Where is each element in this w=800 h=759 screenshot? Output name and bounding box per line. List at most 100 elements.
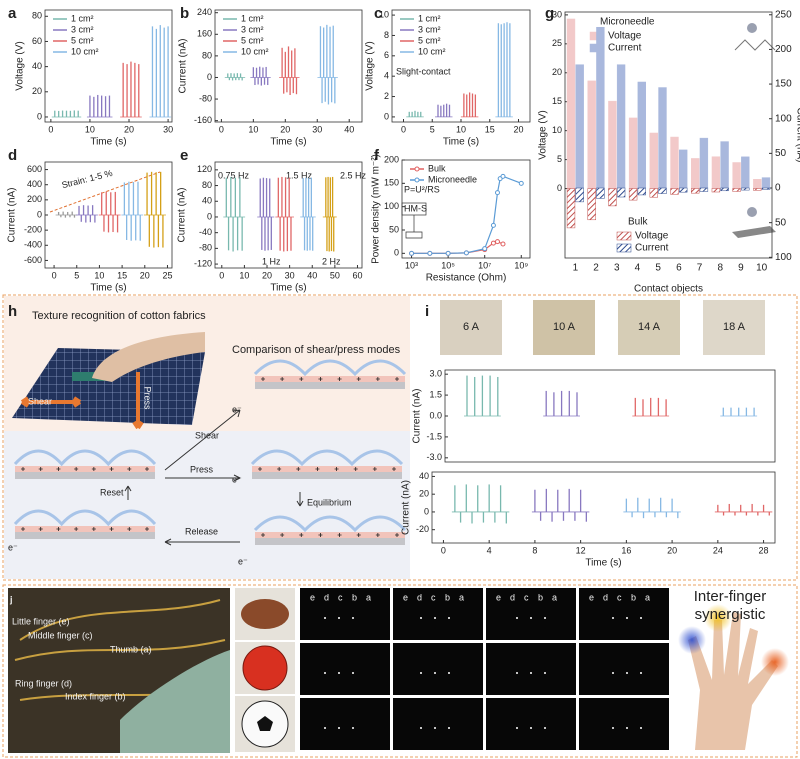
bar (628, 188, 638, 201)
bar (741, 156, 750, 189)
y-axis-label: Voltage (V) (15, 41, 26, 90)
charge (109, 527, 114, 531)
bar (679, 187, 688, 193)
finger-letter: a (459, 592, 464, 602)
y-tick-label: 25 (552, 38, 562, 48)
finger-label: Ring finger (d) (15, 678, 72, 688)
led-spot (640, 672, 642, 674)
charge (395, 377, 399, 381)
panel-frame (2, 294, 798, 581)
legend-label: 1 cm² (241, 13, 264, 23)
x-tick-label: 20 (513, 124, 523, 134)
point (490, 240, 496, 246)
fabric-photo (703, 300, 765, 355)
panel-label: b (180, 5, 189, 22)
charge (56, 527, 61, 531)
response-photo (486, 643, 576, 695)
bar (711, 188, 721, 193)
led-spot (434, 617, 436, 619)
y-axis-label: Current (nA) (7, 187, 18, 242)
bar (596, 187, 605, 199)
triboelectric-film (13, 449, 157, 467)
plot-frame (431, 471, 776, 544)
x-tick-label: 30 (163, 124, 173, 134)
panel-label: e (180, 147, 188, 164)
charge (38, 467, 43, 471)
led-spot (530, 617, 532, 619)
point (482, 246, 488, 252)
x-tick-label: 2 (593, 263, 599, 274)
bar (720, 141, 729, 189)
led-spot (448, 672, 450, 674)
charge (315, 467, 320, 471)
y-tick-label: -200 (24, 225, 42, 235)
led-spot (324, 617, 326, 619)
bar (649, 132, 658, 189)
point (463, 250, 469, 256)
y-axis-label: Current (nA) (177, 187, 188, 242)
y2-tick-label: 100 (775, 252, 792, 263)
point (490, 222, 496, 228)
x-tick-label: 5 (655, 263, 661, 274)
charge (318, 533, 323, 537)
y-tick-label: 10 (552, 125, 562, 135)
fabric-photo (618, 300, 680, 355)
finger-letter: b (445, 592, 450, 602)
x-tick-label: 10 (756, 263, 768, 274)
y-tick-label: 100 (384, 201, 399, 211)
plot-frame (401, 159, 531, 259)
bar (670, 188, 679, 195)
panel-label: i (425, 303, 429, 320)
y-tick-label: 4 (384, 71, 389, 81)
point (494, 190, 500, 196)
y-tick-label: 200 (384, 154, 399, 164)
legend-label: 10 cm² (418, 46, 446, 56)
led-spot (448, 727, 450, 729)
plot-frame (44, 9, 173, 123)
y-tick-label: 40 (419, 471, 429, 481)
dielectric (255, 376, 405, 382)
y2-tick-label: 100 (775, 113, 792, 124)
x-tick-label: 8 (717, 263, 723, 274)
y-tick-label: -160 (194, 115, 212, 125)
charge (395, 533, 399, 537)
charge (258, 467, 262, 471)
y-tick-label: -600 (24, 255, 42, 265)
y-tick-label: 3.0 (429, 369, 442, 379)
y-axis-label: Current (nA) (401, 480, 412, 535)
charge (337, 533, 342, 537)
photo-label: Shear (28, 396, 52, 406)
glow (704, 604, 732, 632)
led-spot (626, 727, 628, 729)
bar (761, 187, 771, 190)
led-spot (612, 672, 614, 674)
y2-tick-label: 0 (775, 183, 781, 194)
charge (318, 377, 323, 381)
bar (616, 187, 626, 198)
charge (56, 467, 61, 471)
legend-label: 3 cm² (71, 24, 94, 34)
legend-label: Bulk (428, 163, 446, 173)
led-spot (544, 617, 546, 619)
bar (753, 188, 762, 191)
y-axis-label: Current (nA) (178, 38, 189, 93)
y-tick-label: 200 (27, 194, 42, 204)
bar (575, 187, 584, 203)
annotation: 1 Hz (262, 256, 281, 266)
response-photo (300, 643, 390, 695)
step-label: Equilibrium (307, 497, 352, 507)
x-tick-label: 9 (738, 263, 744, 274)
bar (649, 188, 658, 198)
charge (145, 527, 149, 531)
x-tick-label: 20 (140, 270, 150, 280)
legend-swatch (589, 43, 605, 53)
response-photo (300, 698, 390, 750)
substrate (15, 532, 155, 539)
finger-letter: a (645, 592, 650, 602)
y-tick-label: -120 (194, 258, 212, 268)
finger-letter: b (631, 592, 636, 602)
led-spot (352, 672, 354, 674)
y-tick-label: 0 (207, 211, 212, 221)
bar (658, 187, 667, 194)
led-spot (338, 672, 340, 674)
